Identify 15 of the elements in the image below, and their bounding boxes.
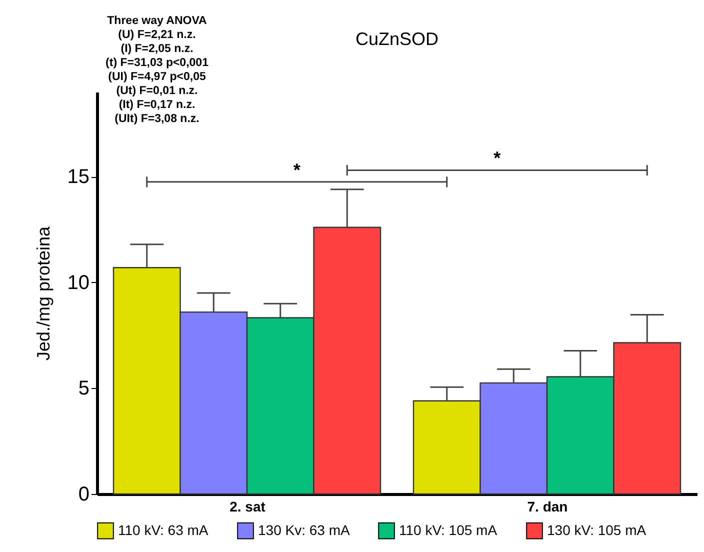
legend-label: 110 kV: 63 mA	[118, 522, 209, 538]
y-tick-label: 10	[67, 272, 90, 294]
y-tick-label: 5	[78, 378, 90, 400]
legend-label: 130 kV: 105 mA	[547, 522, 647, 538]
legend-label: 130 Kv: 63 mA	[258, 522, 350, 538]
y-tick-label: 0	[78, 484, 90, 506]
legend-label: 110 kV: 105 mA	[399, 522, 498, 538]
y-tick-label: 15	[67, 166, 90, 188]
annotation: Three way ANOVA (U) F=2,21 n.z. (I) F=2,05 n.z. (t) F=31,03 p<0,001 (UI) F=4,97 p<0,05 (Ut) F=0,01 n.z. (It) F=0,17 n.z. (UIt) F=3,08 n.z.	[106, 15, 210, 125]
annotation: *	[494, 148, 501, 168]
x-tick-label: 7. dan	[527, 498, 568, 514]
chart-title: CuZnSOD	[355, 29, 439, 49]
annotation: *	[293, 160, 300, 180]
x-tick-label: 2. sat	[230, 498, 266, 514]
y-axis-title: Jed./mg proteina	[33, 225, 54, 361]
